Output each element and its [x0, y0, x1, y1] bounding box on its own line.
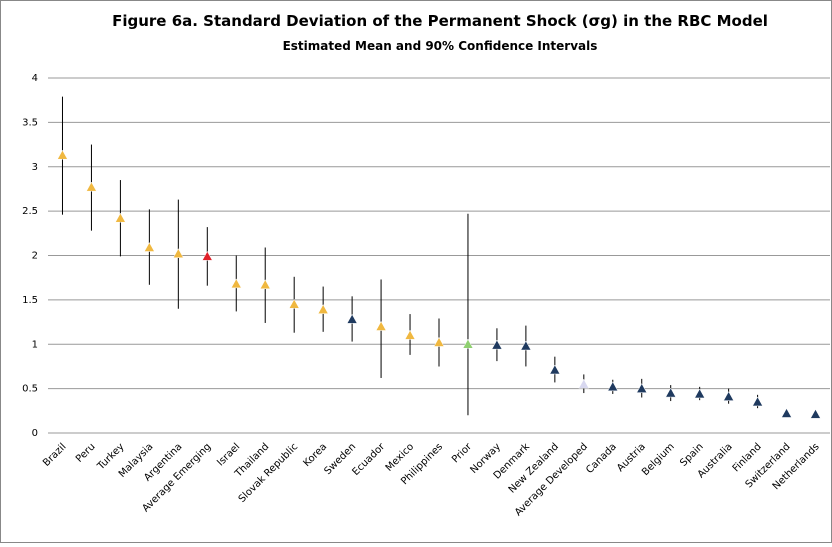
chart-subtitle: Estimated Mean and 90% Confidence Interv…	[283, 39, 598, 53]
mean-marker	[317, 304, 329, 314]
mean-marker	[346, 313, 358, 324]
mean-marker	[172, 248, 184, 258]
mean-marker	[201, 250, 213, 261]
mean-marker	[723, 391, 735, 401]
mean-marker	[781, 407, 792, 418]
mean-marker	[230, 278, 242, 289]
y-tick-label: 3	[32, 162, 38, 173]
y-tick-label: 2.5	[22, 206, 38, 217]
y-tick-label: 1	[32, 339, 38, 350]
mean-marker	[607, 381, 619, 392]
y-tick-label: 4	[32, 73, 38, 84]
mean-marker	[752, 396, 764, 407]
mean-marker	[491, 339, 503, 350]
mean-marker	[578, 378, 590, 389]
mean-marker	[57, 149, 68, 160]
mean-marker	[375, 320, 387, 331]
mean-marker	[636, 383, 648, 393]
y-tick-label: 0.5	[22, 384, 38, 395]
mean-marker	[114, 212, 126, 223]
y-tick-label: 1.5	[22, 295, 38, 306]
mean-marker	[549, 364, 561, 375]
mean-marker	[433, 336, 445, 347]
chart-title: Figure 6a. Standard Deviation of the Per…	[112, 12, 768, 30]
mean-marker	[404, 329, 416, 340]
mean-marker	[520, 340, 532, 351]
y-tick-label: 0	[32, 428, 38, 439]
mean-marker	[259, 279, 271, 290]
mean-marker	[462, 338, 474, 349]
mean-marker	[288, 298, 300, 309]
mean-marker	[694, 388, 706, 399]
y-tick-label: 3.5	[22, 117, 38, 128]
mean-marker	[665, 387, 677, 398]
mean-marker	[143, 241, 155, 252]
y-tick-label: 2	[32, 251, 38, 262]
mean-marker	[86, 181, 97, 192]
mean-marker	[810, 408, 821, 419]
